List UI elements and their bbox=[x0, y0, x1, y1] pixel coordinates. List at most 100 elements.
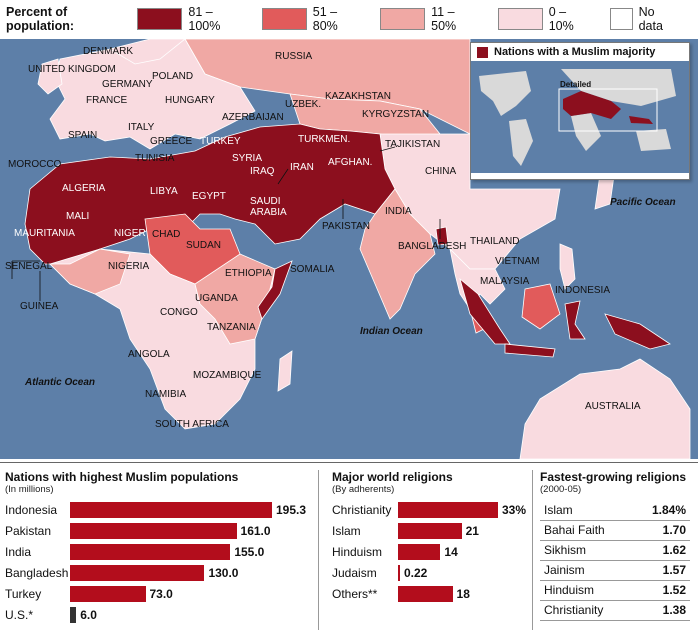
table-row: Jainism 1.57 bbox=[540, 560, 690, 581]
religion-name: Jainism bbox=[540, 560, 634, 581]
bar bbox=[70, 523, 237, 539]
label-greece: GREECE bbox=[150, 136, 193, 147]
label-congo: CONGO bbox=[160, 307, 198, 318]
legend-swatch bbox=[610, 8, 633, 30]
papua-island bbox=[604, 313, 671, 350]
bar bbox=[70, 565, 205, 581]
bar-value: 18 bbox=[456, 587, 470, 601]
label-guinea: GUINEA bbox=[20, 301, 59, 312]
bar-row: Islam 21 bbox=[332, 521, 532, 542]
religion-name: Bahai Faith bbox=[540, 520, 634, 541]
religion-name: Sikhism bbox=[540, 540, 634, 561]
bar-value: 6.0 bbox=[80, 608, 97, 622]
inset-detail-label: Detailed bbox=[560, 80, 591, 89]
muslim-pop-title: Nations with highest Muslim populations bbox=[5, 470, 239, 484]
table-row: Hinduism 1.52 bbox=[540, 580, 690, 601]
label-thailand: THAILAND bbox=[470, 236, 519, 247]
bar-row: Judaism 0.22 bbox=[332, 563, 532, 584]
label-uganda: UGANDA bbox=[195, 293, 238, 304]
bar-value: 161.0 bbox=[240, 524, 271, 538]
label-saudi: SAUDI ARABIA bbox=[250, 196, 287, 218]
label-uk: UNITED KINGDOM bbox=[28, 64, 116, 75]
label-kyrgyzstan: KYRGYZSTAN bbox=[362, 109, 429, 120]
bar-row: Bangladesh 130.0 bbox=[5, 563, 310, 584]
label-bangladesh: BANGLADESH bbox=[398, 241, 466, 252]
religion-name: Hinduism bbox=[540, 580, 634, 601]
label-mozambique: MOZAMBIQUE bbox=[193, 370, 262, 381]
inset-world-map: Nations with a Muslim majority Detailed bbox=[470, 42, 690, 180]
bangladesh-region bbox=[435, 226, 449, 246]
label-atlantic-ocean: Atlantic Ocean bbox=[24, 377, 95, 388]
inset-muslim-majority bbox=[563, 91, 621, 119]
bar bbox=[70, 586, 146, 602]
borneo-region bbox=[521, 283, 561, 330]
bar-label: Judaism bbox=[332, 566, 377, 580]
bar bbox=[398, 586, 453, 602]
europe-region bbox=[49, 39, 256, 150]
label-namibia: NAMIBIA bbox=[145, 389, 186, 400]
growth-rate: 1.70 bbox=[633, 520, 690, 541]
label-australia: AUSTRALIA bbox=[585, 401, 641, 412]
legend-swatch bbox=[497, 8, 543, 30]
label-turkmen: TURKMEN. bbox=[298, 134, 350, 145]
bar-label: Bangladesh bbox=[5, 566, 69, 580]
legend-label: 0 – 10% bbox=[548, 5, 574, 33]
label-iran: IRAN bbox=[290, 162, 314, 173]
west-africa-region bbox=[49, 248, 131, 295]
religions-panel: Major world religions (By adherents) Chr… bbox=[332, 470, 532, 605]
column-divider bbox=[318, 470, 319, 630]
label-poland: POLAND bbox=[152, 71, 193, 82]
india-region bbox=[359, 188, 436, 320]
muslim-populations-panel: Nations with highest Muslim populations … bbox=[5, 470, 310, 626]
label-iraq: IRAQ bbox=[250, 166, 275, 177]
label-ethiopia: ETHIOPIA bbox=[225, 268, 272, 279]
label-azerbaijan: AZERBAIJAN bbox=[222, 112, 284, 123]
bar-label: U.S.* bbox=[5, 608, 34, 622]
label-pacific-ocean: Pacific Ocean bbox=[610, 197, 676, 208]
bar-row: Christianity 33% bbox=[332, 500, 532, 521]
label-chad: CHAD bbox=[152, 229, 180, 240]
legend-item: No data bbox=[610, 5, 676, 33]
australia-region bbox=[519, 358, 691, 459]
legend-swatch bbox=[380, 8, 426, 30]
label-uzbek: UZBEK. bbox=[285, 99, 321, 110]
religion-name: Christianity bbox=[540, 600, 634, 621]
label-china: CHINA bbox=[425, 166, 456, 177]
label-afghan: AFGHAN. bbox=[328, 157, 372, 168]
bar-value: 21 bbox=[465, 524, 479, 538]
inset-eurasia bbox=[561, 69, 676, 106]
label-mauritania: MAURITANIA bbox=[14, 228, 75, 239]
religions-subtitle: (By adherents) bbox=[332, 484, 395, 495]
bar-row: Others** 18 bbox=[332, 584, 532, 605]
bar-value: 130.0 bbox=[208, 566, 239, 580]
madagascar-island bbox=[277, 350, 293, 392]
bar-row: Pakistan 161.0 bbox=[5, 521, 310, 542]
bar bbox=[398, 544, 441, 560]
religions-bars: Christianity 33% Islam 21 Hinduism 14 Judaism 0… bbox=[332, 500, 532, 605]
growth-rate: 1.57 bbox=[633, 560, 690, 581]
bar-value: 195.3 bbox=[276, 503, 307, 517]
label-senegal: SENEGAL bbox=[5, 261, 53, 272]
bar bbox=[70, 544, 231, 560]
southeast-asia-region bbox=[449, 247, 506, 310]
label-germany: GERMANY bbox=[102, 79, 153, 90]
label-italy: ITALY bbox=[128, 122, 155, 133]
bar-row: Turkey 73.0 bbox=[5, 584, 310, 605]
legend-item: 0 – 10% bbox=[497, 5, 588, 33]
leader-line bbox=[277, 168, 289, 185]
inset-title: Nations with a Muslim majority bbox=[494, 46, 656, 58]
muslim-pop-bars: Indonesia 195.3 Pakistan 161.0 India 155.0 Ban… bbox=[5, 500, 310, 626]
bar bbox=[398, 523, 462, 539]
religion-name: Islam bbox=[540, 500, 634, 521]
bar bbox=[398, 565, 400, 581]
label-morocco: MOROCCO bbox=[8, 159, 62, 170]
legend-title: Percent of population: bbox=[6, 5, 75, 33]
label-vietnam: VIETNAM bbox=[495, 256, 539, 267]
fastest-title: Fastest-growing religions bbox=[540, 470, 687, 484]
label-syria: SYRIA bbox=[232, 153, 262, 164]
bar-label: Others** bbox=[332, 587, 378, 601]
philippines-island bbox=[559, 243, 576, 290]
leader-line bbox=[379, 146, 396, 152]
bar-label: India bbox=[5, 545, 32, 559]
label-sudan: SUDAN bbox=[186, 240, 221, 251]
